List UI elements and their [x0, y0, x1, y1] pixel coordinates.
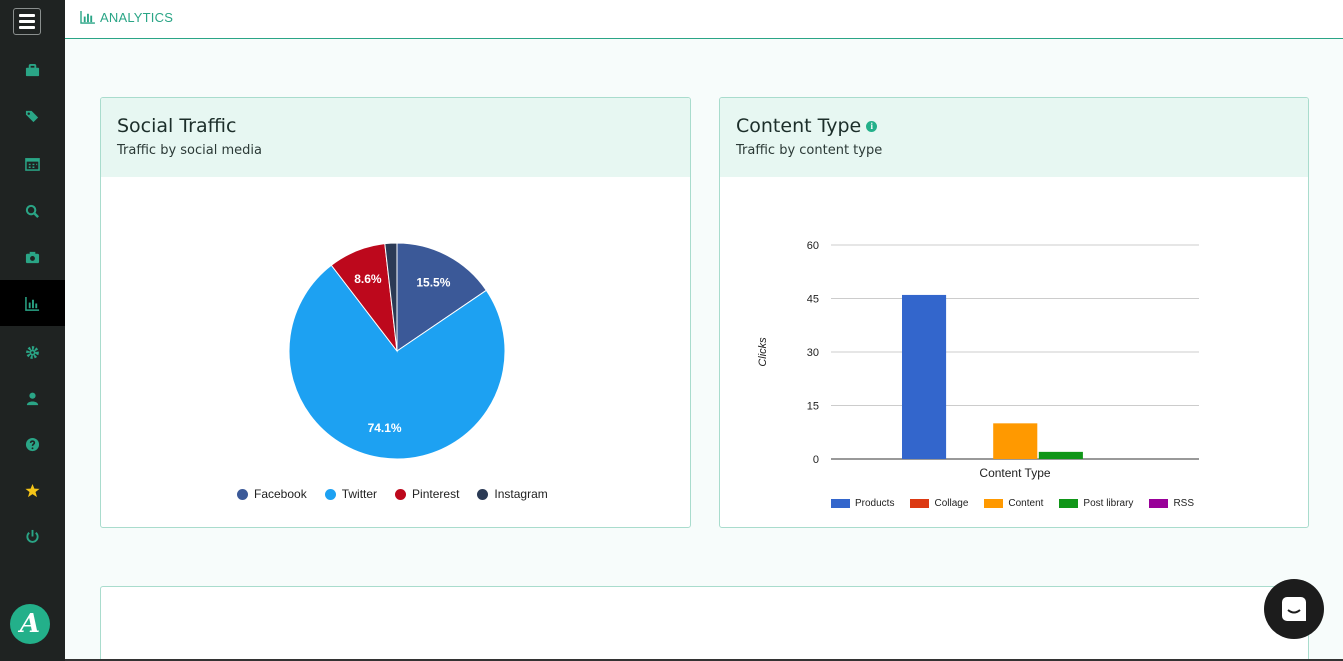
social-traffic-title: Social Traffic	[117, 115, 237, 137]
legend-label: Facebook	[254, 487, 307, 501]
legend-swatch	[1149, 499, 1169, 508]
bar-content[interactable]	[993, 423, 1038, 459]
card-subtitle: Traffic by content type	[736, 143, 883, 158]
camera-icon	[25, 251, 40, 263]
bottom-card	[100, 586, 1309, 661]
y-tick-label: 45	[807, 294, 819, 306]
app-logo[interactable]: A	[10, 604, 50, 644]
nav-help[interactable]	[0, 421, 65, 467]
pie-slice-label: 74.1%	[368, 421, 402, 435]
search-icon	[25, 204, 39, 218]
nav-logout[interactable]	[0, 513, 65, 559]
chat-icon	[1282, 597, 1306, 621]
card-header: Content Type i Traffic by content type	[720, 98, 1308, 177]
legend-item-facebook[interactable]: Facebook	[237, 487, 307, 501]
nav-settings[interactable]	[0, 329, 65, 375]
help-icon	[25, 437, 40, 451]
pie-slice-twitter[interactable]	[288, 264, 506, 460]
nav-tags[interactable]	[0, 93, 65, 139]
legend-item-rss[interactable]: RSS	[1149, 498, 1194, 509]
tags-icon	[25, 110, 39, 122]
legend-label: Instagram	[494, 487, 548, 501]
social-pie-chart: 15.5% 74.1% 8.6%	[288, 242, 506, 460]
card-header: Social Traffic Traffic by social media	[101, 98, 690, 177]
legend-dot	[237, 488, 248, 500]
content-type-card: Content Type i Traffic by content type 6…	[719, 97, 1309, 528]
nav-favorites[interactable]	[0, 467, 65, 513]
pie-slice-label: 15.5%	[416, 275, 450, 289]
briefcase-icon	[25, 63, 40, 76]
legend-item-content[interactable]: Content	[984, 498, 1043, 509]
pie-slice-label: 8.6%	[354, 272, 382, 286]
y-tick-label: 15	[807, 401, 819, 413]
sidebar: A	[0, 0, 65, 661]
legend-label: Content	[1008, 498, 1044, 509]
legend-label: Collage	[934, 498, 969, 509]
legend-label: Products	[855, 498, 895, 509]
pie-slice-instagram[interactable]	[384, 242, 398, 352]
card-subtitle: Traffic by social media	[117, 143, 262, 158]
legend-label: Twitter	[341, 487, 378, 501]
legend-swatch	[1059, 499, 1079, 508]
nav-camera[interactable]	[0, 234, 65, 280]
bar-chart-icon	[25, 296, 40, 311]
legend-dot	[395, 488, 407, 500]
nav-search[interactable]	[0, 188, 65, 234]
bar-products[interactable]	[902, 294, 947, 459]
info-icon[interactable]: i	[866, 120, 878, 132]
user-icon	[26, 392, 39, 405]
legend-item-products[interactable]: Products	[831, 498, 894, 509]
power-icon	[26, 529, 39, 543]
legend-swatch	[831, 499, 850, 508]
content-type-title: Content Type	[736, 115, 862, 137]
bar-chart-icon	[80, 11, 95, 24]
legend-item-instagram[interactable]: Instagram	[477, 487, 548, 501]
pie-legend: Facebook Twitter Pinterest Instagram	[237, 487, 548, 501]
nav-user[interactable]	[0, 375, 65, 421]
x-axis-label: Content Type	[979, 466, 1050, 480]
legend-label: Pinterest	[412, 487, 460, 501]
page-title: ANALYTICS	[80, 10, 173, 25]
bottom-strip	[65, 659, 1343, 661]
legend-item-post-library[interactable]: Post library	[1059, 498, 1133, 509]
card-title: Social Traffic	[117, 115, 674, 137]
card-title: Content Type i	[736, 115, 1292, 137]
calendar-icon	[25, 157, 40, 171]
legend-swatch	[984, 499, 1004, 508]
legend-item-pinterest[interactable]: Pinterest	[395, 487, 459, 501]
top-bar: ANALYTICS	[65, 0, 1343, 39]
chat-support-button[interactable]	[1264, 579, 1324, 639]
y-tick-label: 30	[807, 347, 819, 359]
bar-legend: Products Collage Content Post library RSS	[831, 498, 1210, 509]
page-title-text: ANALYTICS	[100, 10, 174, 25]
nav-calendar[interactable]	[0, 140, 65, 186]
y-axis-label: Clicks	[757, 337, 769, 367]
pie-slice-facebook[interactable]	[396, 242, 488, 352]
legend-item-collage[interactable]: Collage	[910, 498, 968, 509]
legend-dot	[477, 488, 489, 500]
nav-analytics[interactable]	[0, 280, 65, 326]
legend-item-twitter[interactable]: Twitter	[324, 487, 378, 501]
nav-briefcase[interactable]	[0, 47, 65, 93]
y-tick-label: 0	[813, 454, 819, 466]
content-bar-chart: 60 45 30 15 0 Clicks Content Type	[757, 240, 1199, 480]
gear-icon	[26, 345, 39, 359]
star-icon	[25, 483, 40, 497]
legend-dot	[324, 488, 336, 500]
y-tick-label: 60	[807, 240, 819, 252]
bar-post-library[interactable]	[1038, 451, 1083, 459]
legend-label: Post library	[1083, 498, 1134, 509]
hamburger-menu-icon[interactable]	[13, 8, 41, 35]
legend-swatch	[910, 499, 930, 508]
legend-label: RSS	[1173, 498, 1194, 509]
social-traffic-card: Social Traffic Traffic by social media 1…	[100, 97, 691, 528]
